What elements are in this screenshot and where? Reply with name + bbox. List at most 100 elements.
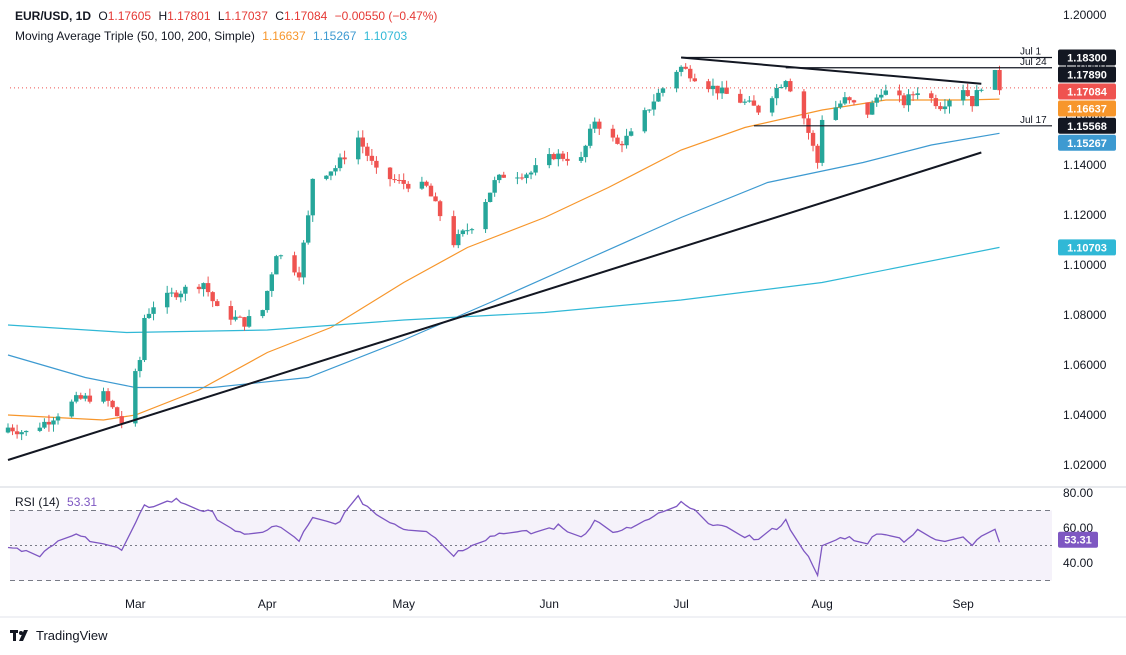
candle-body: [174, 292, 179, 298]
candle-body: [5, 427, 11, 433]
candle-body: [46, 421, 52, 425]
candle-body: [942, 106, 948, 110]
ohlc-open-label: O: [98, 9, 108, 23]
candle-body: [465, 230, 470, 232]
candle-body: [37, 427, 43, 431]
candle-body: [142, 317, 147, 361]
trendline: [7, 151, 982, 461]
candle-body: [615, 137, 620, 144]
ohlc-high-label: H: [158, 9, 168, 23]
candle-body: [929, 93, 934, 99]
candle-body: [788, 81, 793, 92]
candle-body: [610, 128, 616, 138]
candle-body: [683, 66, 688, 69]
rsi-tick-label: 60.00: [1063, 521, 1093, 535]
candle-body: [110, 400, 115, 408]
candle-body: [738, 93, 743, 103]
candle-body: [747, 100, 752, 102]
price-label-box: [1058, 49, 1116, 66]
candle-body: [196, 286, 202, 290]
time-tick-label: May: [392, 597, 415, 611]
candle-body: [692, 78, 697, 82]
candle-body: [333, 168, 338, 172]
candle-body: [51, 420, 56, 425]
price-label-text: 1.18300: [1067, 53, 1107, 65]
candle-body: [647, 109, 652, 111]
candle-body: [906, 94, 911, 106]
candle-body: [551, 154, 556, 160]
candle-body: [819, 119, 825, 163]
candle-body: [992, 70, 998, 90]
candle-body: [651, 101, 657, 110]
candle-body: [869, 102, 875, 115]
candle-body: [547, 154, 552, 166]
candle-body: [301, 242, 306, 278]
candle-body: [587, 128, 593, 146]
candle-body: [838, 103, 843, 108]
candle-body: [242, 317, 247, 327]
price-label-text: 1.15568: [1067, 121, 1107, 133]
candle-body: [114, 407, 120, 417]
rsi-value-box: [1058, 531, 1098, 548]
candle-body: [528, 172, 534, 175]
price-tick-label: 1.12000: [1063, 208, 1107, 222]
candle-body: [146, 313, 152, 318]
candle-body: [23, 430, 29, 433]
tradingview-name: TradingView: [36, 628, 108, 643]
candle-body: [979, 89, 984, 91]
candle-body: [642, 110, 647, 132]
candle-body: [487, 192, 493, 202]
candle-body: [483, 201, 488, 230]
candle-body: [742, 101, 748, 103]
candle-body: [915, 93, 920, 96]
ohlc-close-label: C: [275, 9, 284, 23]
candle-body: [374, 160, 379, 168]
candle-body: [497, 174, 502, 181]
candle-body: [460, 230, 466, 235]
time-tick-label: Jul: [673, 597, 688, 611]
ma-line-100: [7, 132, 1000, 389]
candle-body: [305, 215, 311, 243]
candle-body: [688, 68, 693, 79]
symbol-title: EUR/USD, 1D: [15, 9, 92, 23]
candle-body: [779, 87, 784, 89]
candle-body: [74, 395, 79, 402]
candle-body: [419, 181, 425, 189]
candle-body: [69, 401, 74, 417]
level-label: Jul 24: [1020, 57, 1047, 68]
rsi-line: [7, 494, 1001, 578]
candle-body: [556, 153, 561, 160]
candle-body: [578, 157, 584, 161]
candle-body: [842, 97, 848, 104]
candle-body: [524, 174, 529, 179]
candle-body: [324, 175, 329, 179]
candle-body: [774, 88, 779, 99]
ohlc-change: −0.00550 (−0.47%): [334, 9, 438, 23]
price-label-box: [1058, 83, 1116, 100]
candle-body: [883, 90, 889, 95]
candle-body: [706, 81, 711, 90]
ohlc-close: 1.17084: [283, 9, 328, 23]
candle-body: [406, 183, 411, 189]
ma-line-200: [7, 246, 1000, 334]
time-tick-label: Jun: [540, 597, 559, 611]
candle-body: [515, 177, 520, 179]
rsi-tick-label: 40.00: [1063, 556, 1093, 570]
candle-body: [233, 316, 238, 320]
candle-body: [947, 100, 952, 107]
candle-body: [342, 157, 347, 160]
time-tick-label: Mar: [125, 597, 146, 611]
tradingview-brand: TradingView: [10, 628, 108, 643]
candle-body: [328, 171, 334, 176]
candle-body: [897, 90, 902, 96]
candle-body: [133, 371, 138, 424]
candle-body: [865, 102, 870, 115]
candle-body: [901, 95, 907, 106]
price-tick-label: 1.14000: [1063, 158, 1107, 172]
ohlc-low-label: L: [217, 9, 225, 23]
candle-body: [151, 307, 156, 314]
candle-body: [292, 255, 297, 273]
ma-legend: Moving Average Triple (50, 100, 200, Sim…: [15, 29, 411, 43]
candle-body: [456, 234, 461, 246]
